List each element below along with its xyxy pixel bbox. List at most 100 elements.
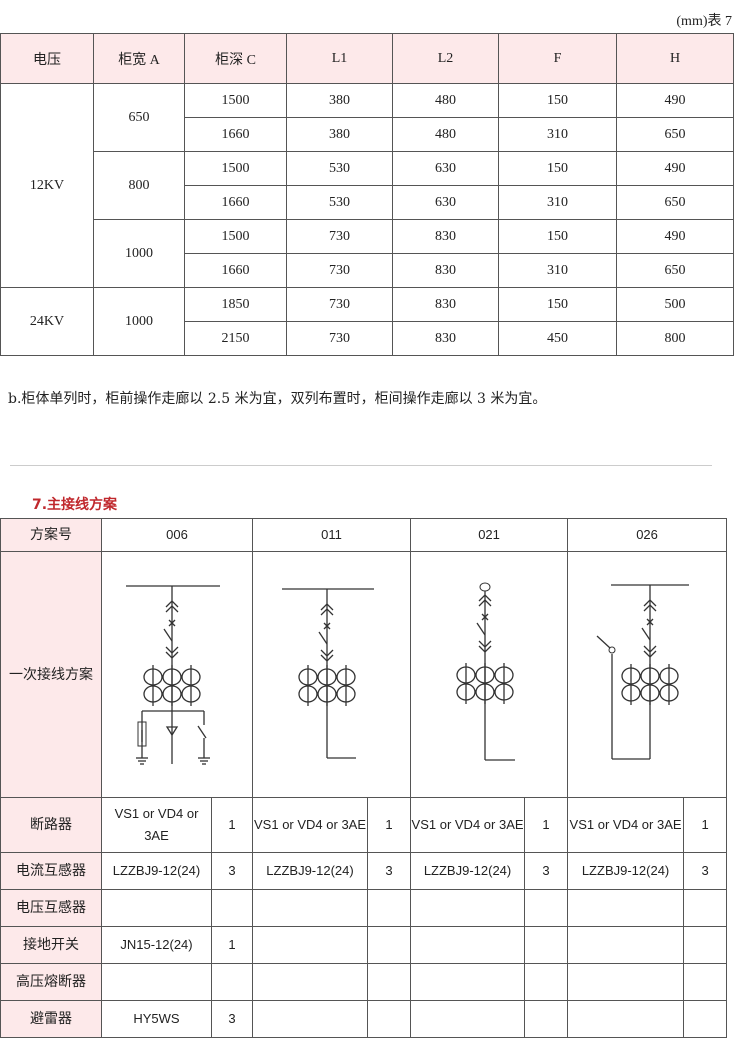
value-cell: 380 bbox=[286, 117, 393, 152]
value-cell: 650 bbox=[616, 253, 734, 288]
value-cell: 310 bbox=[498, 253, 617, 288]
width-cell: 650 bbox=[93, 83, 185, 152]
model-cell: VS1 or VD4 or 3AE bbox=[410, 797, 526, 853]
table-row: 800 1500 530 630 150 490 bbox=[1, 151, 734, 220]
model-cell: LZZBJ9-12(24) bbox=[101, 852, 212, 890]
column-header: 电压 bbox=[0, 33, 94, 84]
value-cell: 830 bbox=[392, 321, 499, 356]
model-cell: LZZBJ9-12(24) bbox=[410, 852, 526, 890]
model-cell: LZZBJ9-12(24) bbox=[252, 852, 369, 890]
quantity-cell: 1 bbox=[524, 797, 569, 853]
component-label: 断路器 bbox=[0, 797, 102, 853]
dimensions-table: 电压 柜宽 A 柜深 C L1 L2 F H 12KV 650 1500 380 480 150 490 1… bbox=[0, 33, 734, 356]
diagram-cell bbox=[567, 551, 728, 798]
component-row: 接地开关 JN15-12(24) 1 bbox=[0, 926, 728, 964]
model-cell bbox=[567, 1000, 685, 1038]
value-cell: 730 bbox=[286, 253, 393, 288]
table-row: 1660 380 480 310 650 bbox=[1, 117, 734, 152]
quantity-cell: 1 bbox=[683, 797, 728, 853]
table-row: 1660 730 830 310 650 bbox=[1, 253, 734, 288]
column-header: H bbox=[616, 33, 734, 84]
plug-contact-icon bbox=[643, 604, 657, 612]
divider bbox=[10, 465, 712, 466]
table-row: 12KV 650 1500 380 480 150 490 bbox=[0, 83, 734, 288]
plug-contact-icon bbox=[165, 605, 179, 613]
value-cell: 1500 bbox=[184, 219, 287, 254]
column-header: F bbox=[498, 33, 617, 84]
value-cell: 1500 bbox=[184, 83, 287, 118]
model-cell bbox=[410, 963, 526, 1001]
table-row: 24KV 1000 1850 730 830 150 500 bbox=[0, 287, 734, 356]
earthing-switch-icon bbox=[608, 646, 616, 654]
component-label: 高压熔断器 bbox=[0, 963, 102, 1001]
quantity-cell bbox=[683, 889, 728, 927]
value-cell: 490 bbox=[616, 219, 734, 254]
quantity-cell: 3 bbox=[683, 852, 728, 890]
plug-contact-icon bbox=[643, 645, 657, 653]
plug-contact-icon bbox=[478, 645, 492, 653]
quantity-cell bbox=[683, 926, 728, 964]
plug-contact-icon bbox=[643, 599, 657, 607]
model-cell bbox=[101, 963, 212, 1001]
section-title: 7.主接线方案 bbox=[32, 497, 118, 513]
model-cell bbox=[567, 889, 685, 927]
cable-terminal-icon bbox=[479, 582, 491, 592]
surge-arrester-icon bbox=[137, 721, 147, 747]
diagram-row: 一次接线方案 bbox=[0, 551, 728, 798]
quantity-cell: 1 bbox=[210, 926, 254, 964]
plug-contact-icon bbox=[320, 654, 334, 662]
component-row: 高压熔断器 bbox=[0, 963, 728, 1001]
model-cell: VS1 or VD4 or 3AE bbox=[252, 797, 369, 853]
value-cell: 630 bbox=[392, 151, 499, 186]
header-row: 电压 柜宽 A 柜深 C L1 L2 F H bbox=[0, 33, 734, 84]
scheme-number-label: 方案号 bbox=[0, 518, 102, 552]
quantity-cell bbox=[367, 963, 412, 1001]
plug-contact-icon bbox=[165, 651, 179, 659]
voltage-indicator-icon bbox=[165, 726, 179, 737]
model-cell bbox=[567, 926, 685, 964]
value-cell: 630 bbox=[392, 185, 499, 220]
diagram-cell bbox=[252, 551, 412, 798]
diagram-026 bbox=[621, 599, 679, 705]
model-cell bbox=[567, 963, 685, 1001]
diagram-label: 一次接线方案 bbox=[0, 551, 102, 798]
model-cell bbox=[101, 889, 212, 927]
component-row: 电流互感器 LZZBJ9-12(24) 3 LZZBJ9-12(24) 3 LZZBJ9-… bbox=[0, 852, 728, 890]
quantity-cell bbox=[367, 889, 412, 927]
component-row: 避雷器 HY5WS 3 bbox=[0, 1000, 728, 1038]
value-cell: 150 bbox=[498, 83, 617, 118]
note-text: b.柜体单列时，柜前操作走廊以 2.5 米为宜，双列布置时，柜间操作走廊以 3 … bbox=[8, 391, 547, 407]
value-cell: 310 bbox=[498, 185, 617, 220]
value-cell: 490 bbox=[616, 83, 734, 118]
voltage-cell: 12KV bbox=[0, 83, 94, 288]
table-row: 1660 530 630 310 650 bbox=[1, 185, 734, 220]
component-label: 接地开关 bbox=[0, 926, 102, 964]
quantity-cell bbox=[524, 963, 569, 1001]
value-cell: 150 bbox=[498, 219, 617, 254]
table-row: 1000 1500 730 830 150 490 bbox=[1, 219, 734, 288]
plug-contact-icon bbox=[320, 649, 334, 657]
value-cell: 730 bbox=[286, 287, 393, 322]
value-cell: 730 bbox=[286, 219, 393, 254]
quantity-cell: 3 bbox=[367, 852, 412, 890]
scheme-number: 011 bbox=[252, 518, 412, 552]
quantity-cell bbox=[683, 1000, 728, 1038]
value-cell: 2150 bbox=[184, 321, 287, 356]
component-label: 电压互感器 bbox=[0, 889, 102, 927]
value-cell: 800 bbox=[616, 321, 734, 356]
value-cell: 150 bbox=[498, 287, 617, 322]
scheme-number: 021 bbox=[410, 518, 569, 552]
model-cell bbox=[410, 889, 526, 927]
plug-contact-icon bbox=[478, 640, 492, 648]
diagram-cell bbox=[410, 551, 569, 798]
quantity-cell bbox=[367, 926, 412, 964]
model-cell bbox=[252, 963, 369, 1001]
width-cell: 1000 bbox=[93, 219, 185, 288]
column-header: 柜深 C bbox=[184, 33, 287, 84]
value-cell: 830 bbox=[392, 287, 499, 322]
column-header: L2 bbox=[392, 33, 499, 84]
column-header: 柜宽 A bbox=[93, 33, 185, 84]
value-cell: 1500 bbox=[184, 151, 287, 186]
value-cell: 480 bbox=[392, 83, 499, 118]
